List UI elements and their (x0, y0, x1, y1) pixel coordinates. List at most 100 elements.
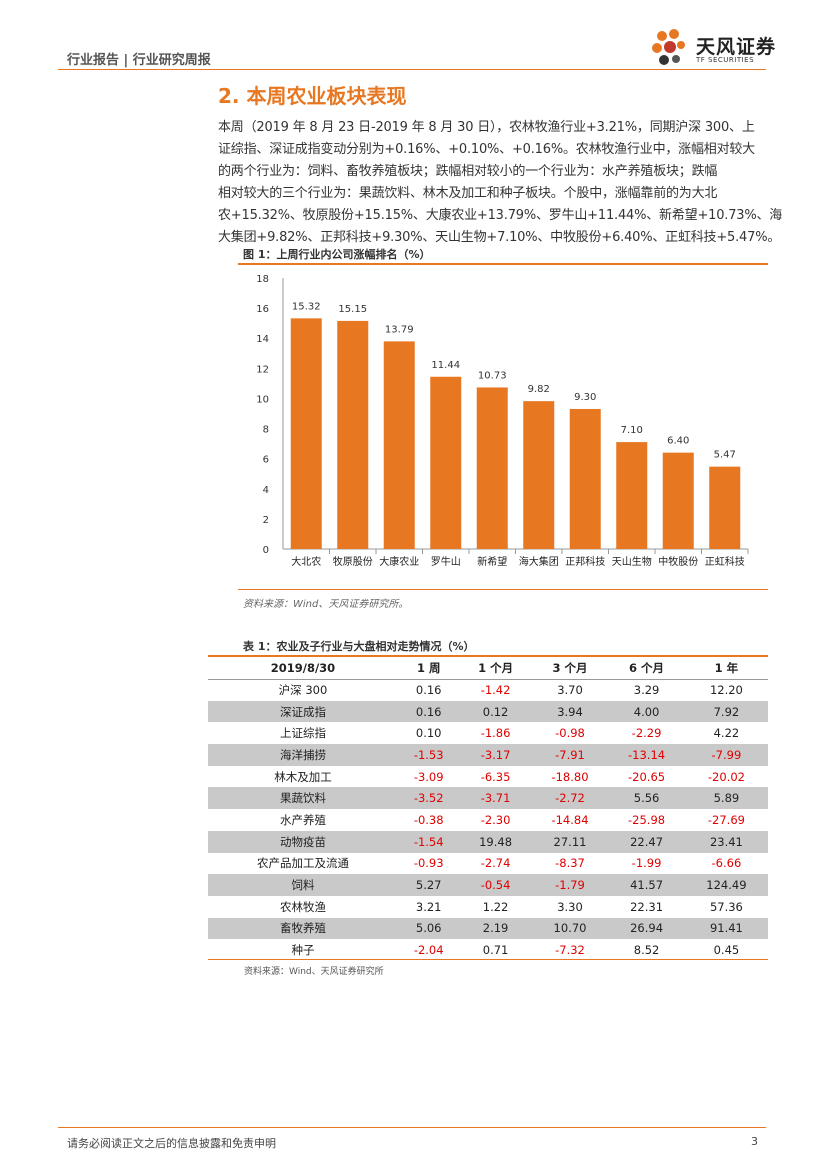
x-tick-label: 中牧股份 (658, 555, 698, 568)
table-bottom-rule (208, 959, 768, 960)
value-cell: 4.22 (713, 726, 740, 741)
value-cell: 3.21 (415, 899, 442, 914)
value-cell: -20.02 (707, 769, 745, 784)
figure-source: 资料来源：Wind、天风证券研究所。 (243, 599, 409, 610)
value-cell: -8.37 (555, 856, 585, 871)
row-label-cell: 海洋捕捞 (208, 744, 398, 766)
value-cell: 5.06 (397, 917, 460, 940)
summary-paragraph: 本周（2019 年 8 月 23 日-2019 年 8 月 30 日），农林牧渔… (218, 117, 782, 249)
value-cell: -18.80 (551, 769, 589, 784)
bar (616, 442, 648, 549)
table-row: 沪深 300 0.16 -1.42 3.70 3.29 12.20 (208, 679, 768, 701)
value-cell: 0.45 (713, 943, 740, 958)
value-cell: -3.71 (459, 787, 532, 810)
page-number: 3 (751, 1135, 758, 1148)
table-title: 表 1：农业及子行业与大盘相对走势情况（%） (243, 640, 475, 653)
table-row: 饲料 5.27 -0.54 -1.79 41.57 124.49 (208, 874, 768, 896)
value-cell: 22.31 (630, 899, 664, 914)
figure-top-rule (238, 263, 768, 265)
value-cell: -2.29 (631, 726, 662, 741)
x-tick-label: 大康农业 (379, 555, 419, 568)
value-cell: 26.94 (608, 917, 685, 940)
x-tick-label: 新希望 (477, 555, 507, 568)
value-cell: -3.17 (459, 744, 532, 766)
x-tick-label: 海大集团 (519, 555, 559, 568)
table-row: 上证综指 0.10 -1.86 -0.98 -2.29 4.22 (208, 722, 768, 744)
value-cell: -0.98 (555, 726, 585, 741)
table-header-row: 2019/8/30 1 周 1 个月 3 个月 6 个月 1 年 (208, 657, 768, 680)
x-tick-label: 正虹科技 (705, 555, 745, 568)
bar (523, 401, 555, 549)
value-cell: 5.27 (397, 874, 460, 896)
value-cell: 1.22 (482, 899, 509, 914)
x-tick-label: 天山生物 (612, 555, 652, 568)
row-label-cell: 林木及加工 (274, 769, 332, 784)
value-cell: 12.20 (709, 683, 743, 698)
table-row: 海洋捕捞 -1.53 -3.17 -7.91 -13.14 -7.99 (208, 744, 768, 766)
bar-value-label: 11.44 (431, 360, 460, 371)
y-tick-label: 10 (256, 394, 269, 405)
report-type-label: 行业报告 | 行业研究周报 (67, 53, 211, 68)
sector-performance-table: 2019/8/30 1 周 1 个月 3 个月 6 个月 1 年 沪深 300 0… (208, 657, 768, 961)
row-label-cell: 果蔬饮料 (208, 787, 398, 810)
value-cell: -0.93 (413, 856, 444, 871)
y-tick-label: 2 (263, 515, 269, 526)
paragraph-line: 大集团+9.82%、正邦科技+9.30%、天山生物+7.10%、中牧股份+6.4… (218, 230, 781, 245)
y-tick-label: 16 (256, 304, 269, 315)
value-cell: 3.70 (557, 683, 583, 698)
row-label-cell: 水产养殖 (279, 812, 326, 827)
value-cell: -0.54 (459, 874, 532, 896)
value-cell: 3.29 (633, 683, 660, 698)
table-row: 动物疫苗 -1.54 19.48 27.11 22.47 23.41 (208, 830, 768, 853)
bar-value-label: 6.40 (667, 436, 689, 447)
value-cell: 0.10 (415, 726, 442, 741)
row-label-cell: 上证综指 (279, 726, 326, 741)
bar (709, 466, 741, 549)
header-1month: 1 个月 (459, 657, 532, 680)
table-source: 资料来源：Wind、天风证券研究所 (244, 967, 384, 977)
value-cell: -7.99 (684, 744, 768, 766)
bar (569, 408, 601, 549)
bar (430, 376, 462, 549)
value-cell: -1.86 (480, 726, 511, 741)
value-cell: 19.48 (459, 830, 532, 853)
value-cell: 3.30 (557, 899, 583, 914)
row-label-cell: 饲料 (208, 874, 398, 896)
bar (476, 387, 508, 549)
y-tick-label: 14 (256, 334, 269, 345)
x-tick-label: 大北农 (291, 555, 321, 568)
value-cell: 10.70 (531, 917, 609, 940)
bar (383, 341, 415, 549)
table-row: 农林牧渔 3.21 1.22 3.30 22.31 57.36 (208, 896, 768, 918)
y-tick-label: 0 (263, 545, 269, 556)
row-label-cell: 农产品加工及流通 (256, 856, 349, 871)
paragraph-line: 证综指、深证成指变动分别为+0.16%、+0.10%、+0.16%。农林牧渔行业… (218, 142, 755, 157)
bar-value-label: 15.15 (338, 304, 367, 315)
table-row: 果蔬饮料 -3.52 -3.71 -2.72 5.56 5.89 (208, 787, 768, 810)
table-row: 深证成指 0.16 0.12 3.94 4.00 7.92 (208, 700, 768, 723)
value-cell: 0.16 (415, 683, 442, 698)
value-cell: 2.19 (459, 917, 532, 940)
bar-value-label: 9.30 (574, 392, 596, 403)
footer-disclaimer: 请务必阅读正文之后的信息披露和免责申明 (67, 1137, 276, 1150)
value-cell: -2.04 (413, 943, 444, 958)
value-cell: 124.49 (684, 874, 768, 896)
value-cell: -1.42 (480, 683, 511, 698)
row-label-cell: 动物疫苗 (208, 830, 398, 853)
figure-bottom-rule (238, 589, 768, 590)
value-cell: -13.14 (608, 744, 685, 766)
bar (290, 318, 322, 549)
y-tick-label: 6 (263, 455, 269, 466)
paragraph-line: 的两个行业为：饲料、畜牧养殖板块；跌幅相对较小的一个行业为：水产养殖板块；跌幅 (218, 164, 718, 179)
value-cell: 22.47 (608, 830, 685, 853)
header-1year: 1 年 (684, 657, 768, 680)
value-cell: 5.89 (684, 787, 768, 810)
bar-value-label: 7.10 (621, 425, 643, 436)
bar-value-label: 13.79 (385, 324, 414, 335)
brand-subtitle: TF SECURITIES (696, 56, 755, 64)
value-cell: -20.65 (628, 769, 666, 784)
value-cell: -2.30 (480, 812, 511, 827)
value-cell: -1.79 (531, 874, 609, 896)
row-label-cell: 沪深 300 (278, 683, 328, 698)
table-row: 农产品加工及流通 -0.93 -2.74 -8.37 -1.99 -6.66 (208, 853, 768, 875)
